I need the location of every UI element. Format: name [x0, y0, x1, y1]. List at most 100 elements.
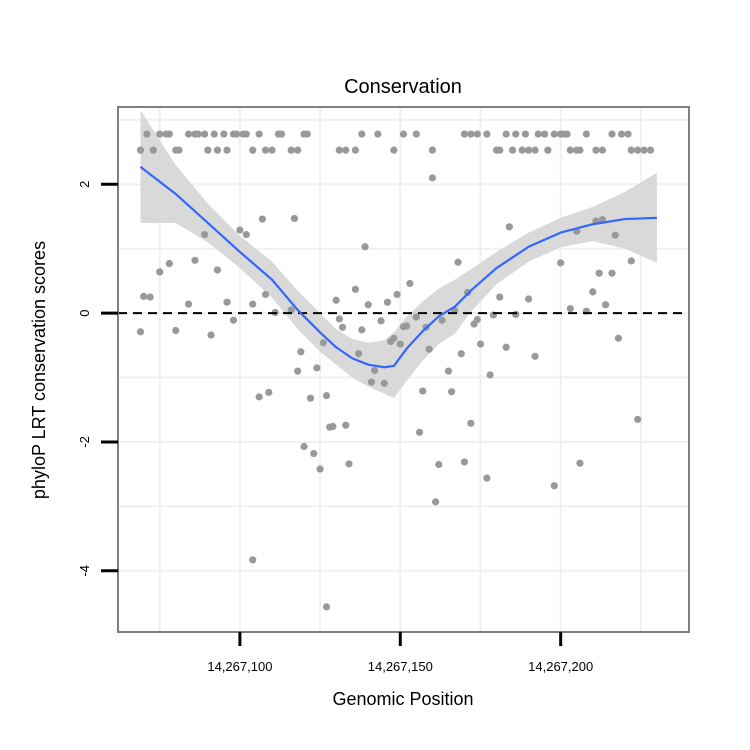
data-point	[165, 259, 173, 268]
data-point	[306, 394, 315, 402]
data-point	[396, 340, 404, 348]
data-point	[444, 367, 453, 375]
data-point	[223, 298, 231, 306]
data-point	[313, 364, 321, 372]
data-point	[486, 371, 494, 379]
data-point	[322, 391, 331, 400]
plot-panel-border	[117, 106, 690, 633]
data-point	[508, 146, 517, 154]
data-point	[287, 306, 295, 314]
data-point	[191, 256, 199, 264]
data-point	[614, 334, 623, 342]
data-point	[242, 230, 250, 239]
data-point	[502, 130, 510, 138]
data-point	[249, 300, 257, 308]
data-point	[460, 458, 469, 466]
data-points-layer	[136, 130, 655, 611]
data-point	[322, 603, 331, 611]
data-point	[364, 301, 372, 309]
data-point	[496, 293, 504, 301]
data-point	[483, 474, 491, 482]
data-point	[335, 146, 343, 154]
data-point	[425, 345, 433, 353]
data-point	[390, 334, 398, 342]
data-point	[374, 130, 382, 138]
data-point	[371, 366, 379, 375]
smooth-line-layer	[139, 166, 657, 369]
data-point	[380, 379, 388, 387]
chart-title: Conservation	[344, 76, 462, 98]
data-point	[255, 393, 263, 401]
data-point	[265, 388, 273, 396]
data-point	[156, 268, 164, 276]
data-point	[300, 442, 308, 451]
data-point	[448, 388, 456, 396]
data-point	[351, 146, 359, 154]
x-axis-title: Genomic Position	[332, 689, 473, 709]
data-point	[146, 293, 154, 301]
data-point	[618, 130, 626, 138]
data-point	[454, 258, 462, 266]
data-point	[223, 146, 231, 154]
data-point	[550, 130, 558, 138]
data-point	[525, 146, 533, 154]
data-point	[261, 290, 270, 299]
data-point	[457, 350, 465, 358]
data-point	[294, 367, 302, 375]
data-point	[460, 130, 469, 138]
data-point	[213, 266, 222, 274]
data-point	[201, 130, 209, 138]
data-point	[338, 323, 347, 331]
data-point	[194, 130, 202, 138]
data-point	[136, 328, 145, 336]
data-point	[483, 130, 491, 138]
data-point	[361, 243, 369, 251]
data-point	[287, 146, 295, 154]
x-axis-ticks: 14,267,100 14,267,150 14,267,200	[207, 632, 593, 674]
data-point	[290, 214, 299, 223]
data-point	[149, 146, 157, 154]
data-point	[473, 315, 481, 324]
data-point	[242, 130, 250, 138]
data-point	[316, 465, 324, 473]
data-point	[310, 449, 318, 458]
data-point	[390, 146, 398, 154]
data-point	[627, 257, 635, 265]
data-point	[165, 130, 173, 138]
data-point	[608, 269, 616, 277]
data-point	[521, 130, 529, 138]
data-point	[531, 352, 539, 360]
data-point	[582, 130, 590, 138]
data-point	[438, 316, 446, 324]
data-point	[428, 174, 436, 182]
data-point	[172, 326, 180, 335]
data-point	[634, 146, 642, 154]
data-point	[358, 130, 366, 138]
x-tick-label: 14,267,200	[528, 659, 593, 674]
data-point	[342, 146, 350, 154]
data-point	[566, 146, 574, 154]
data-point	[415, 428, 424, 436]
data-point	[406, 279, 414, 288]
data-point	[601, 301, 610, 309]
data-point	[563, 130, 571, 138]
data-point	[431, 498, 440, 506]
data-point	[278, 130, 286, 138]
data-point	[297, 348, 305, 356]
data-point	[175, 146, 183, 154]
data-point	[351, 285, 359, 293]
data-point	[502, 343, 510, 351]
y-tick-label: -2	[77, 436, 92, 448]
y-tick-label: -4	[77, 565, 92, 577]
data-point	[557, 259, 565, 267]
data-point	[210, 130, 218, 138]
y-tick-label: 0	[77, 310, 92, 317]
data-point	[393, 290, 401, 299]
data-point	[319, 339, 327, 347]
data-point	[258, 215, 266, 223]
data-point	[268, 146, 276, 154]
data-point	[467, 130, 475, 138]
data-point	[646, 146, 655, 154]
data-point	[156, 130, 164, 138]
data-point	[611, 231, 619, 239]
